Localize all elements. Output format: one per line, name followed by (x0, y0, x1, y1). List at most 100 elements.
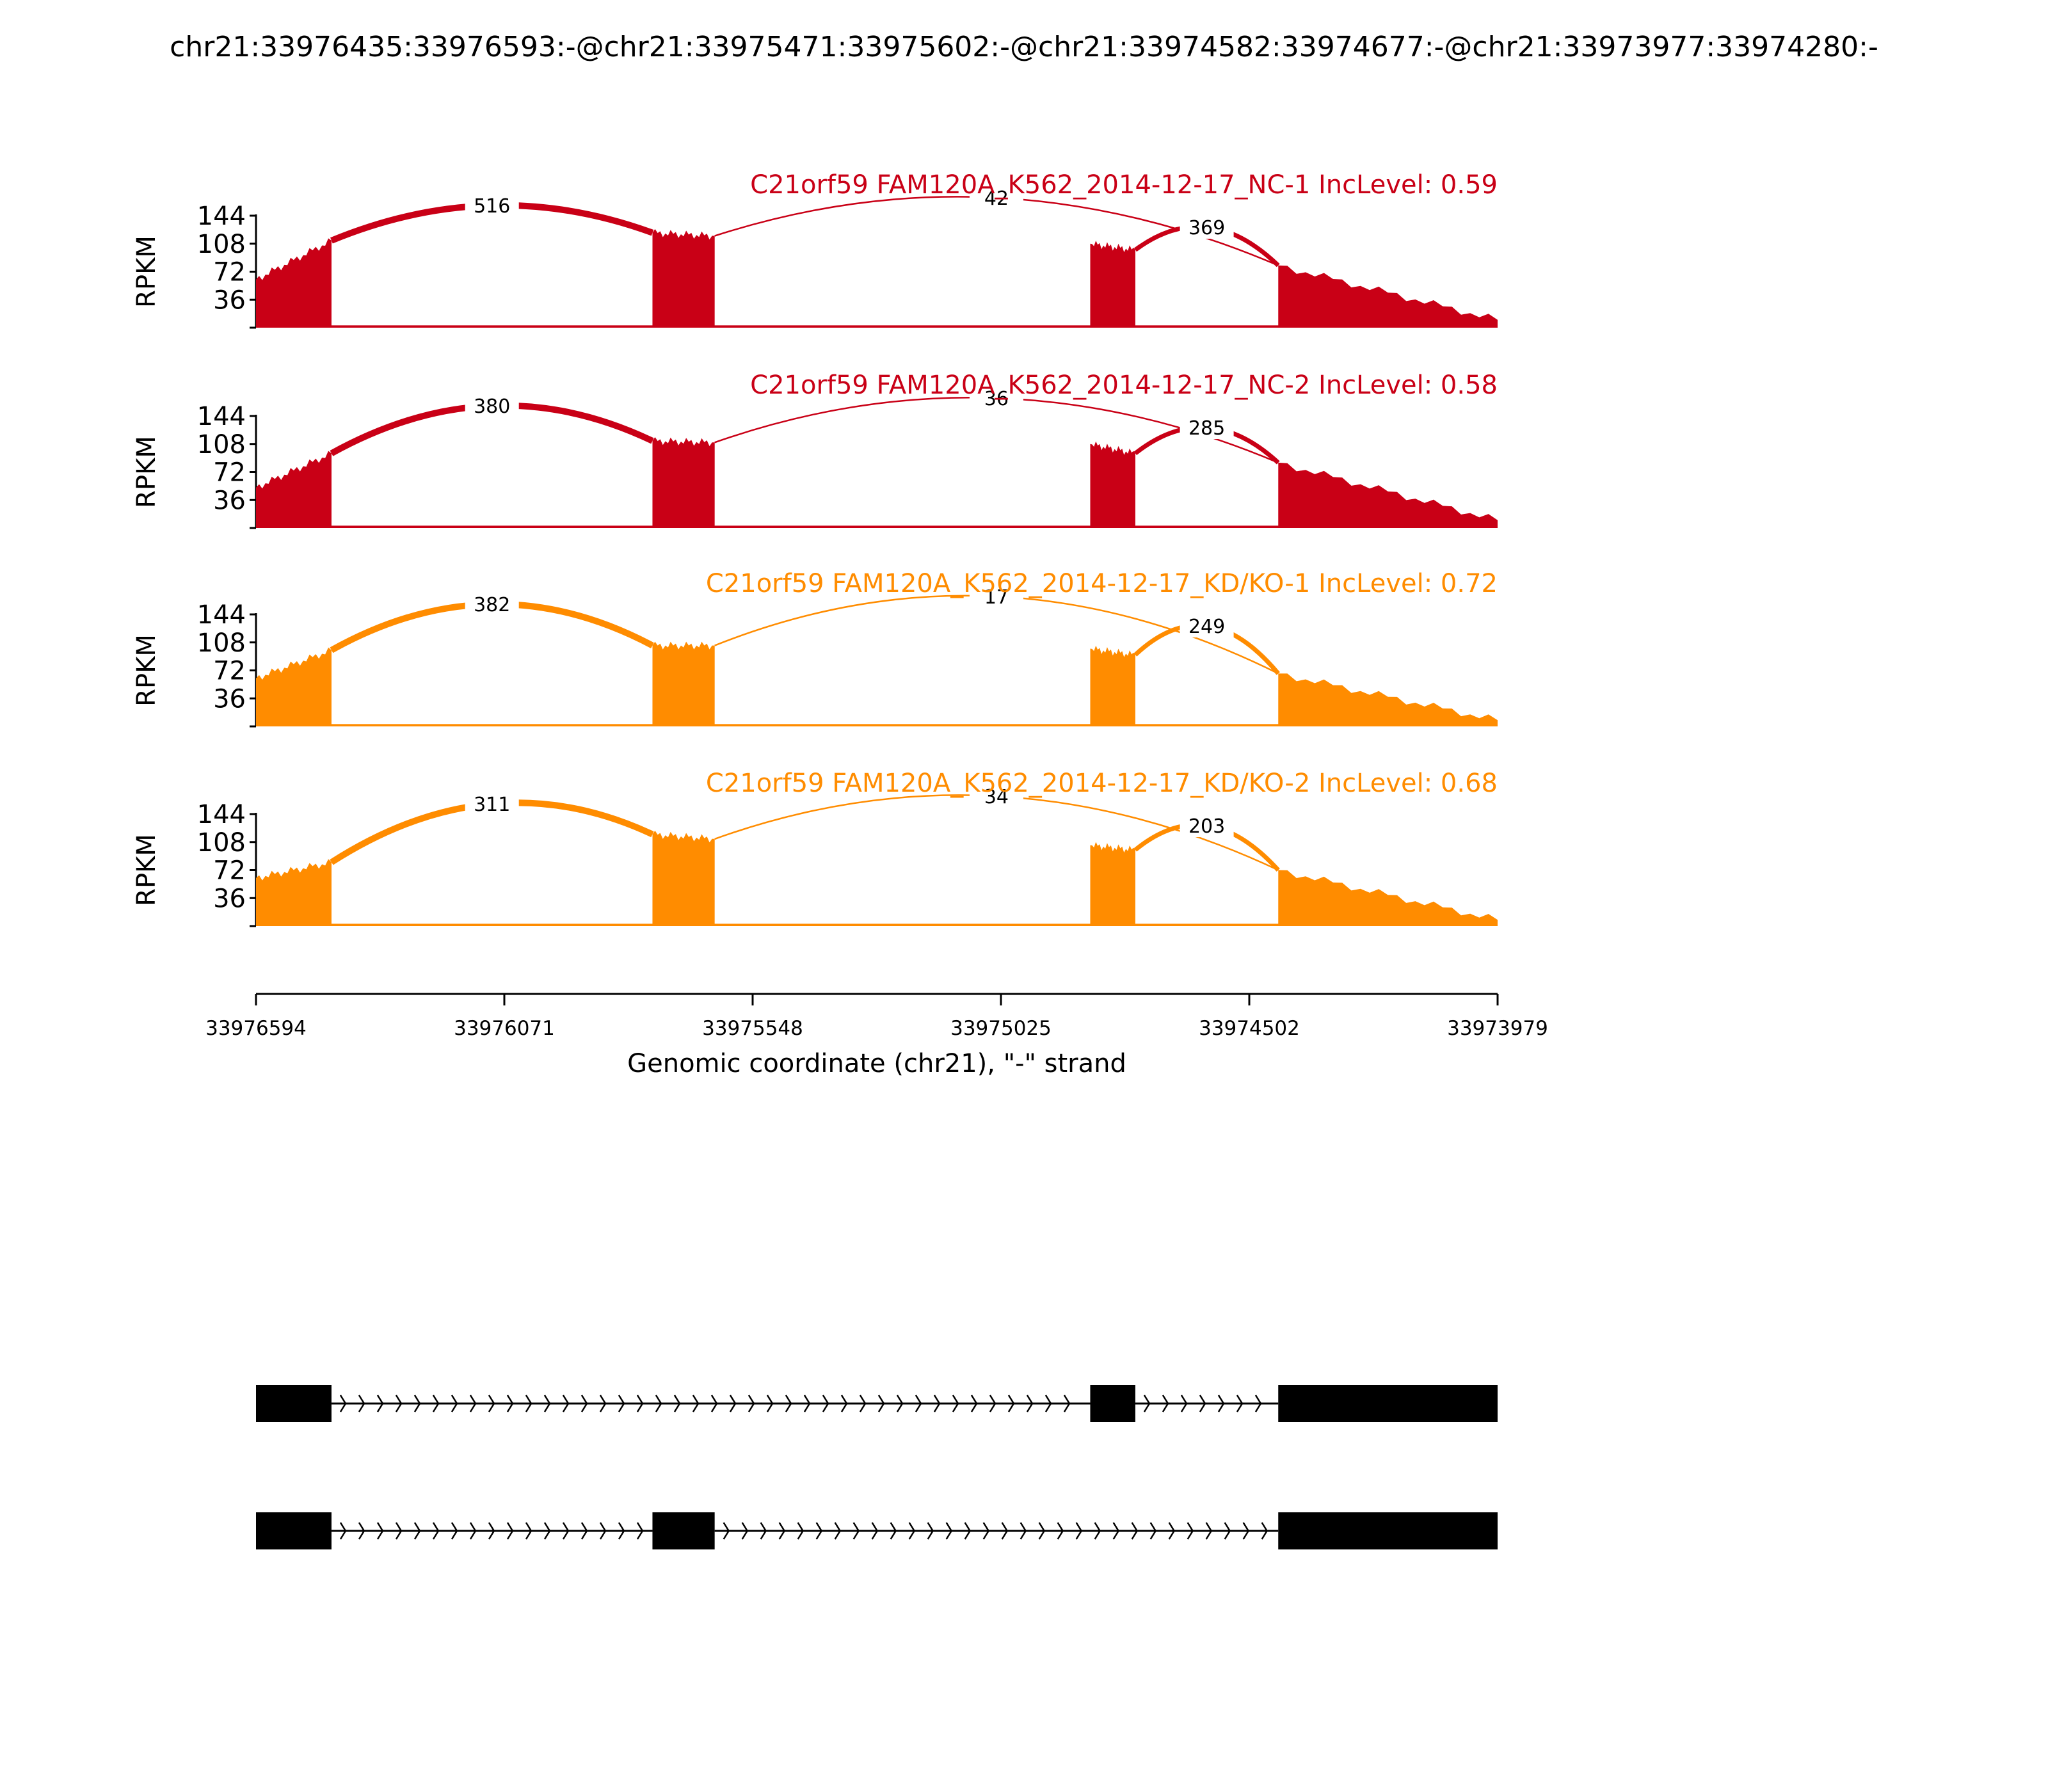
strand-chevron (1168, 1522, 1176, 1540)
strand-chevron (1254, 1395, 1262, 1412)
strand-chevron (915, 1395, 922, 1412)
strand-chevron (723, 1522, 730, 1540)
sample-label: C21orf59 FAM120A_K562_2014-12-17_NC-1 In… (750, 170, 1498, 200)
intron-coverage (256, 924, 1498, 926)
sample-label: C21orf59 FAM120A_K562_2014-12-17_KD/KO-2… (706, 769, 1498, 798)
strand-chevron (1112, 1522, 1120, 1540)
junction-count-bg (465, 194, 519, 217)
y-tick-label: 144 (197, 202, 246, 231)
strand-chevron (741, 1522, 749, 1540)
exon-coverage (652, 830, 715, 926)
strand-chevron (580, 1522, 588, 1540)
strand-chevron (618, 1522, 625, 1540)
strand-chevron (1187, 1522, 1194, 1540)
sample-label: C21orf59 FAM120A_K562_2014-12-17_NC-2 In… (750, 371, 1498, 400)
strand-chevron (525, 1522, 532, 1540)
strand-chevron (852, 1522, 860, 1540)
x-axis-label: Genomic coordinate (chr21), "-" strand (627, 1049, 1126, 1078)
y-tick-label: 108 (197, 430, 246, 460)
y-tick-label: 36 (213, 285, 246, 315)
strand-chevron (1236, 1395, 1244, 1412)
strand-chevron (1038, 1522, 1046, 1540)
strand-chevron (636, 1522, 644, 1540)
junction-count: 380 (474, 396, 510, 418)
junction-count: 285 (1188, 417, 1225, 440)
y-tick-label: 108 (197, 828, 246, 858)
junction-count-bg (1180, 614, 1234, 637)
x-tick-label: 33973979 (1447, 1017, 1548, 1040)
strand-chevron (908, 1522, 916, 1540)
strand-chevron (395, 1522, 403, 1540)
junction-count: 17 (984, 586, 1009, 609)
junction-count-bg (1180, 216, 1234, 239)
strand-chevron (1001, 1522, 1009, 1540)
strand-chevron (506, 1522, 514, 1540)
strand-chevron (989, 1395, 996, 1412)
strand-chevron (488, 1522, 495, 1540)
y-tick-label: 108 (197, 230, 246, 259)
intron-coverage (256, 724, 1498, 726)
strand-chevron (822, 1395, 829, 1412)
exon-coverage (1090, 441, 1135, 528)
y-axis-label: RPKM (132, 236, 161, 308)
strand-chevron (1063, 1395, 1071, 1412)
junction-count: 42 (984, 188, 1009, 210)
y-tick-label: 144 (197, 800, 246, 829)
isoform-model (256, 1512, 1498, 1549)
strand-chevron (933, 1395, 941, 1412)
y-tick-label: 144 (197, 600, 246, 630)
junction-count: 203 (1188, 815, 1225, 838)
strand-chevron (1007, 1395, 1015, 1412)
strand-chevron (970, 1395, 978, 1412)
junction-count: 516 (474, 195, 510, 218)
exon-block (256, 1512, 332, 1549)
junction-count: 249 (1188, 616, 1225, 638)
strand-chevron (797, 1522, 804, 1540)
strand-chevron (945, 1522, 953, 1540)
strand-chevron (952, 1395, 959, 1412)
junction-count: 382 (474, 594, 510, 616)
strand-chevron (451, 1522, 458, 1540)
exon-block (256, 1385, 332, 1422)
strand-chevron (358, 1522, 365, 1540)
y-tick-label: 72 (213, 856, 246, 886)
x-tick-label: 33975548 (702, 1017, 803, 1040)
strand-chevron (859, 1395, 867, 1412)
y-tick-label: 72 (213, 657, 246, 686)
strand-chevron (1180, 1395, 1188, 1412)
strand-chevron (1094, 1522, 1101, 1540)
strand-chevron (655, 1395, 662, 1412)
y-tick-label: 36 (213, 486, 246, 515)
strand-chevron (1026, 1395, 1034, 1412)
junction-count-bg (1180, 416, 1234, 439)
junction-count: 369 (1188, 217, 1225, 239)
strand-chevron (982, 1522, 990, 1540)
exon-coverage (256, 451, 332, 528)
junction-count-bg (465, 593, 519, 616)
strand-chevron (562, 1395, 570, 1412)
strand-chevron (395, 1395, 403, 1412)
y-axis-label: RPKM (132, 436, 161, 508)
strand-chevron (413, 1395, 421, 1412)
exon-coverage (652, 641, 715, 726)
strand-chevron (766, 1395, 774, 1412)
strand-chevron (778, 1522, 786, 1540)
strand-chevron (1205, 1522, 1213, 1540)
exon-coverage (1090, 842, 1135, 926)
strand-chevron (803, 1395, 811, 1412)
strand-chevron (871, 1522, 879, 1540)
strand-chevron (469, 1522, 477, 1540)
y-tick-label: 72 (213, 458, 246, 488)
strand-chevron (760, 1522, 767, 1540)
intron-coverage (256, 325, 1498, 328)
isoform-model (256, 1385, 1498, 1422)
strand-chevron (358, 1395, 365, 1412)
strand-chevron (729, 1395, 737, 1412)
strand-chevron (1261, 1522, 1268, 1540)
strand-chevron (339, 1395, 347, 1412)
strand-chevron (339, 1522, 347, 1540)
strand-chevron (506, 1395, 514, 1412)
